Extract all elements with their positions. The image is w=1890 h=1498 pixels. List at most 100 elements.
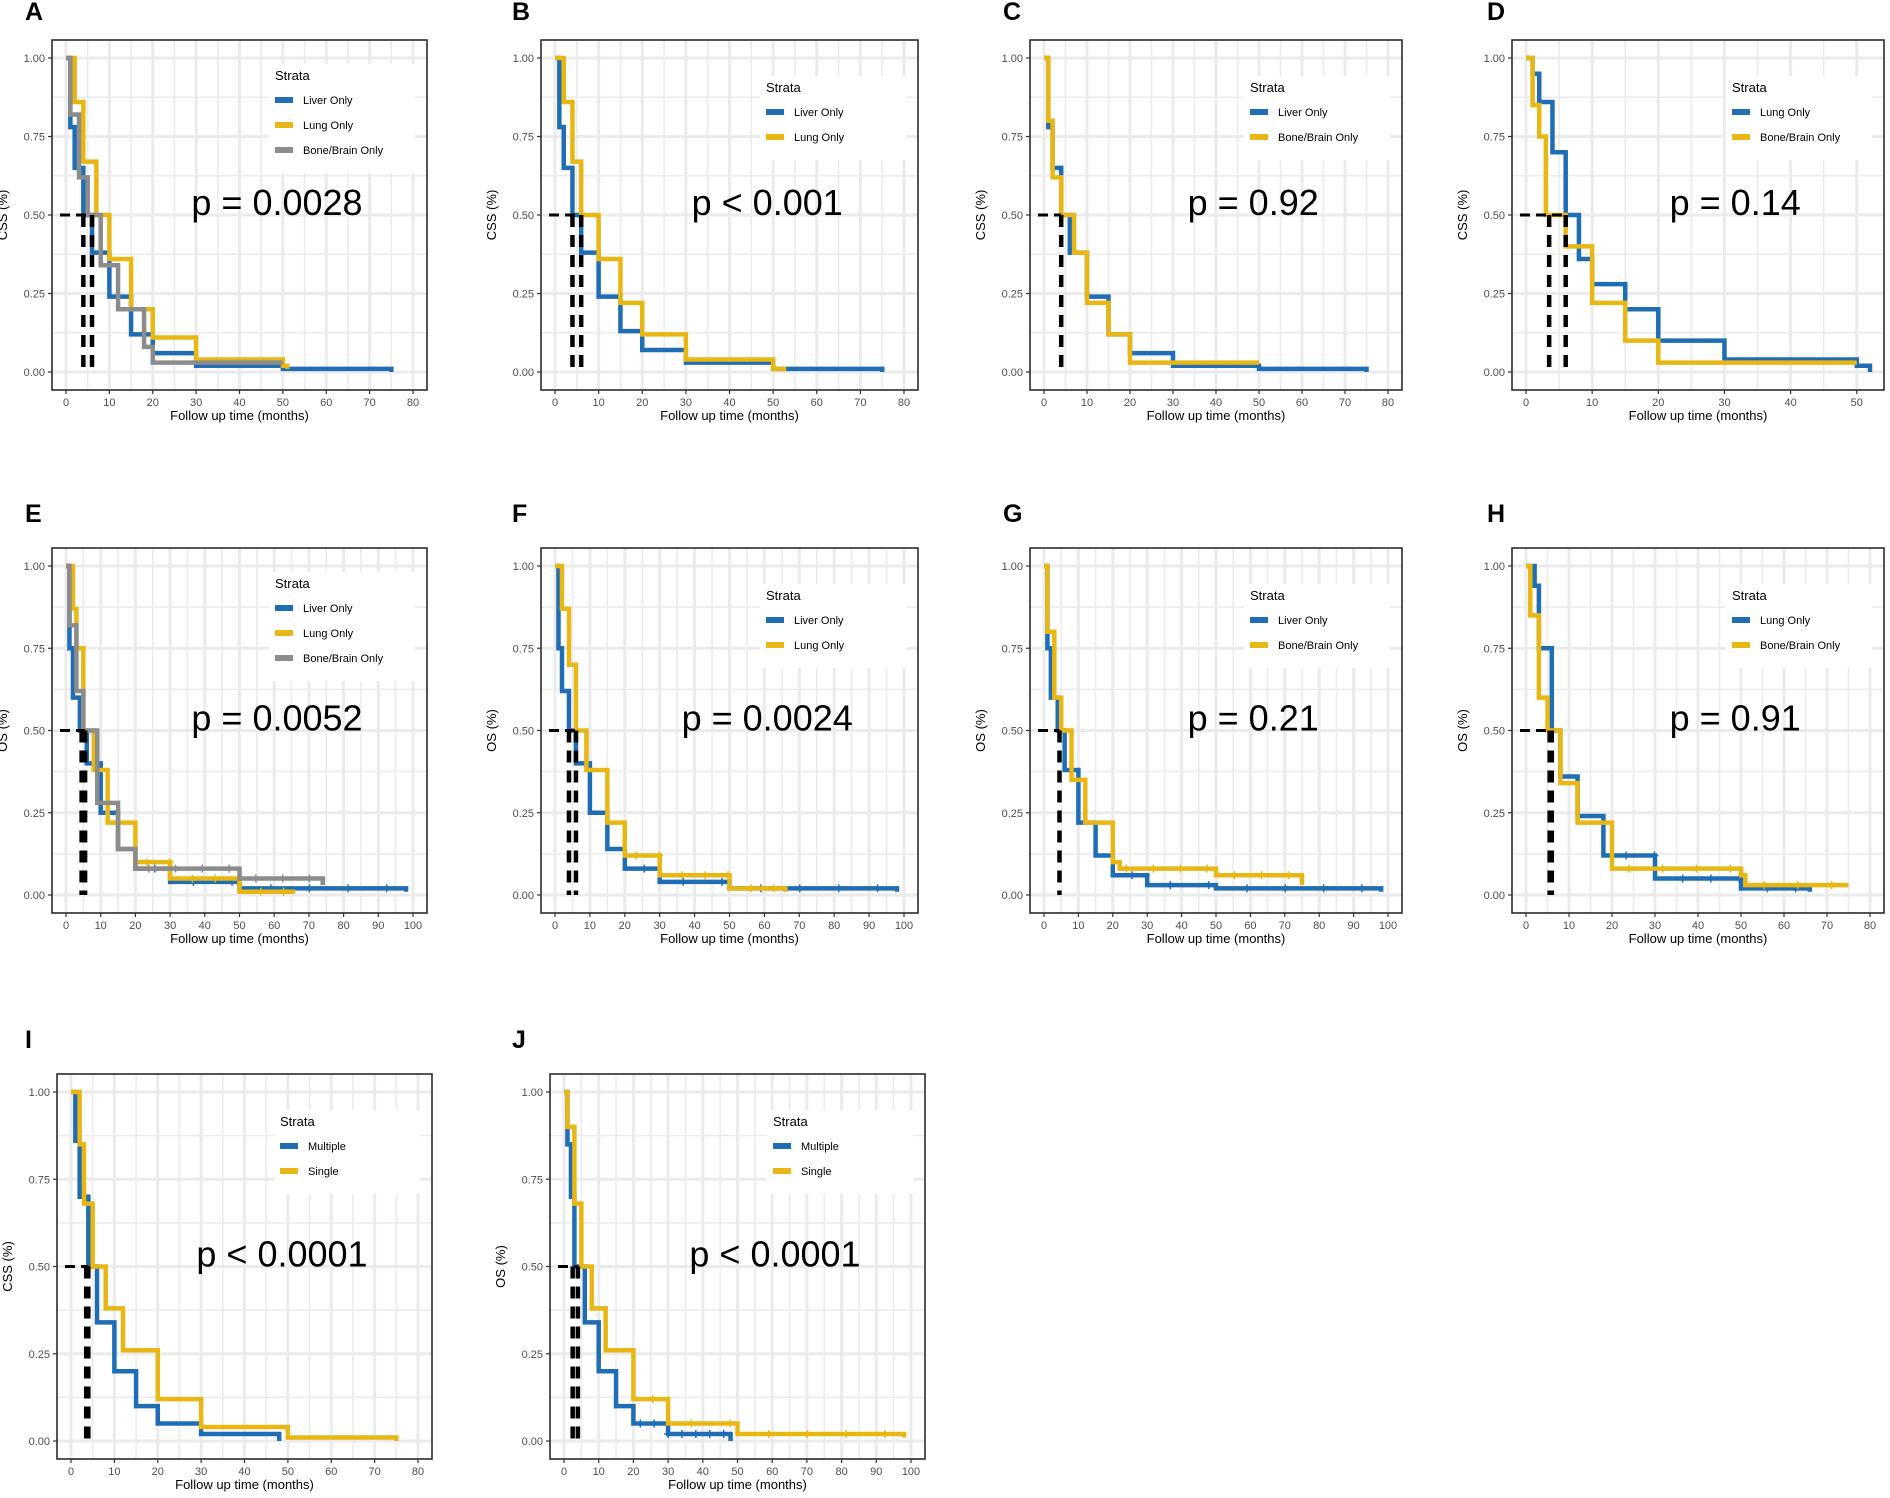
legend-label: Liver Only [1278,615,1328,627]
panel-letter: J [512,1026,526,1054]
censor-mark [640,864,649,873]
x-tick-label: 10 [1563,920,1575,932]
survival-curve-lung-only [66,55,290,369]
x-tick-label: 0 [561,1466,567,1478]
y-tick-label: 0.75 [24,132,45,144]
p-value-label: p < 0.0001 [196,1234,367,1275]
legend-title: Strata [275,576,310,591]
y-tick-label: 1.00 [1002,561,1023,573]
x-tick-label: 0 [552,920,558,932]
x-tick-label: 40 [1784,397,1796,409]
panel-letter: A [25,0,43,26]
x-tick-label: 10 [593,1466,605,1478]
legend-box [269,64,415,173]
panel-D: D 0.00 0.25 0.50 0.75 1.00 0 10 20 30 40 50 Follow u… [1455,0,1885,423]
censor-mark [1176,864,1185,873]
survival-curve-lung-only [555,55,787,372]
y-tick-label: 0.75 [513,643,534,655]
survival-curve-single [71,1089,399,1441]
x-tick-label: 60 [1778,920,1790,932]
y-tick-label: 1.00 [29,1087,50,1099]
x-tick-label: 10 [108,1466,120,1478]
legend-title: Strata [275,68,310,83]
survival-curve-liver-only [66,55,394,372]
x-tick-label: 0 [1523,397,1529,409]
censor-mark [746,884,755,893]
x-tick-label: 30 [190,397,202,409]
y-tick-label: 0.00 [1484,367,1505,379]
x-tick-label: 80 [337,920,349,932]
survival-curve-bone-brain-only [1044,55,1259,365]
censor-mark [344,884,353,893]
panel-H: H 0.00 0.25 0.50 0.75 1.00 0 10 20 30 40 50 60 70 80 Fo… [1455,500,1885,946]
y-axis-label: CSS (%) [484,190,499,241]
y-tick-label: 0.75 [513,132,534,144]
y-tick-label: 0.75 [29,1174,50,1186]
censor-mark [1726,864,1735,873]
legend-label: Single [308,1166,339,1178]
x-tick-label: 10 [584,920,596,932]
y-tick-label: 0.50 [1002,726,1023,738]
p-value-label: p = 0.0028 [191,182,362,223]
legend-box [760,584,906,668]
x-axis-label: Follow up time (months) [660,408,799,423]
x-tick-label: 60 [268,920,280,932]
p-value-label: p = 0.92 [1188,182,1319,223]
x-tick-label: 50 [1253,397,1265,409]
x-tick-label: 70 [801,1466,813,1478]
legend-label: Bone/Brain Only [303,145,384,157]
y-tick-label: 0.50 [513,210,534,222]
x-tick-label: 10 [593,397,605,409]
x-tick-label: 50 [1210,920,1222,932]
censor-mark [198,864,207,873]
x-tick-label: 10 [95,920,107,932]
legend-label: Bone/Brain Only [1278,640,1359,652]
p-value-label: p = 0.91 [1670,698,1801,739]
survival-curve-bone-brain-only [66,563,326,886]
y-tick-label: 0.00 [513,367,534,379]
legend-label: Bone/Brain Only [303,653,384,665]
y-tick-label: 0.50 [522,1262,543,1274]
x-tick-label: 30 [1141,920,1153,932]
x-tick-label: 40 [1692,920,1704,932]
x-tick-label: 80 [407,397,419,409]
y-tick-label: 0.25 [24,289,45,301]
panel-J: J 0.00 0.25 0.50 0.75 1.00 0 10 20 30 40 50 60 70 80 90… [493,1026,926,1492]
x-tick-label: 40 [233,397,245,409]
censor-mark [1357,884,1366,893]
x-tick-label: 40 [723,397,735,409]
panel-F: F 0.00 0.25 0.50 0.75 1.00 0 10 20 30 40 50 60 70 80 90… [484,500,919,946]
censor-mark [764,1430,773,1439]
censor-mark [1242,884,1251,893]
legend-label: Liver Only [303,603,353,615]
censor-mark [834,884,843,893]
y-tick-label: 0.00 [513,890,534,902]
survival-curve-liver-only [66,563,409,892]
censor-mark [1319,884,1328,893]
panel-letter: E [25,500,42,528]
censor-mark [1624,864,1633,873]
x-tick-label: 40 [238,1466,250,1478]
censor-mark [664,1430,673,1439]
censor-mark [691,1430,700,1439]
x-tick-label: 0 [1041,397,1047,409]
survival-curve-bone-brain-only [66,55,283,365]
censor-mark [1650,851,1659,860]
censor-mark [171,864,180,873]
panel-letter: I [25,1026,32,1054]
y-tick-label: 0.50 [513,726,534,738]
censor-mark [719,1430,728,1439]
legend-title: Strata [280,1114,315,1129]
panel-letter: G [1003,500,1022,528]
y-tick-label: 0.50 [1484,210,1505,222]
y-tick-label: 0.25 [24,808,45,820]
x-tick-label: 50 [277,397,289,409]
x-tick-label: 30 [1718,397,1730,409]
x-tick-label: 80 [828,920,840,932]
x-tick-label: 60 [320,397,332,409]
legend-label: Bone/Brain Only [1760,640,1841,652]
x-axis-label: Follow up time (months) [1629,408,1768,423]
x-tick-label: 80 [835,1466,847,1478]
censor-mark [1284,871,1293,880]
y-tick-label: 0.25 [513,289,534,301]
